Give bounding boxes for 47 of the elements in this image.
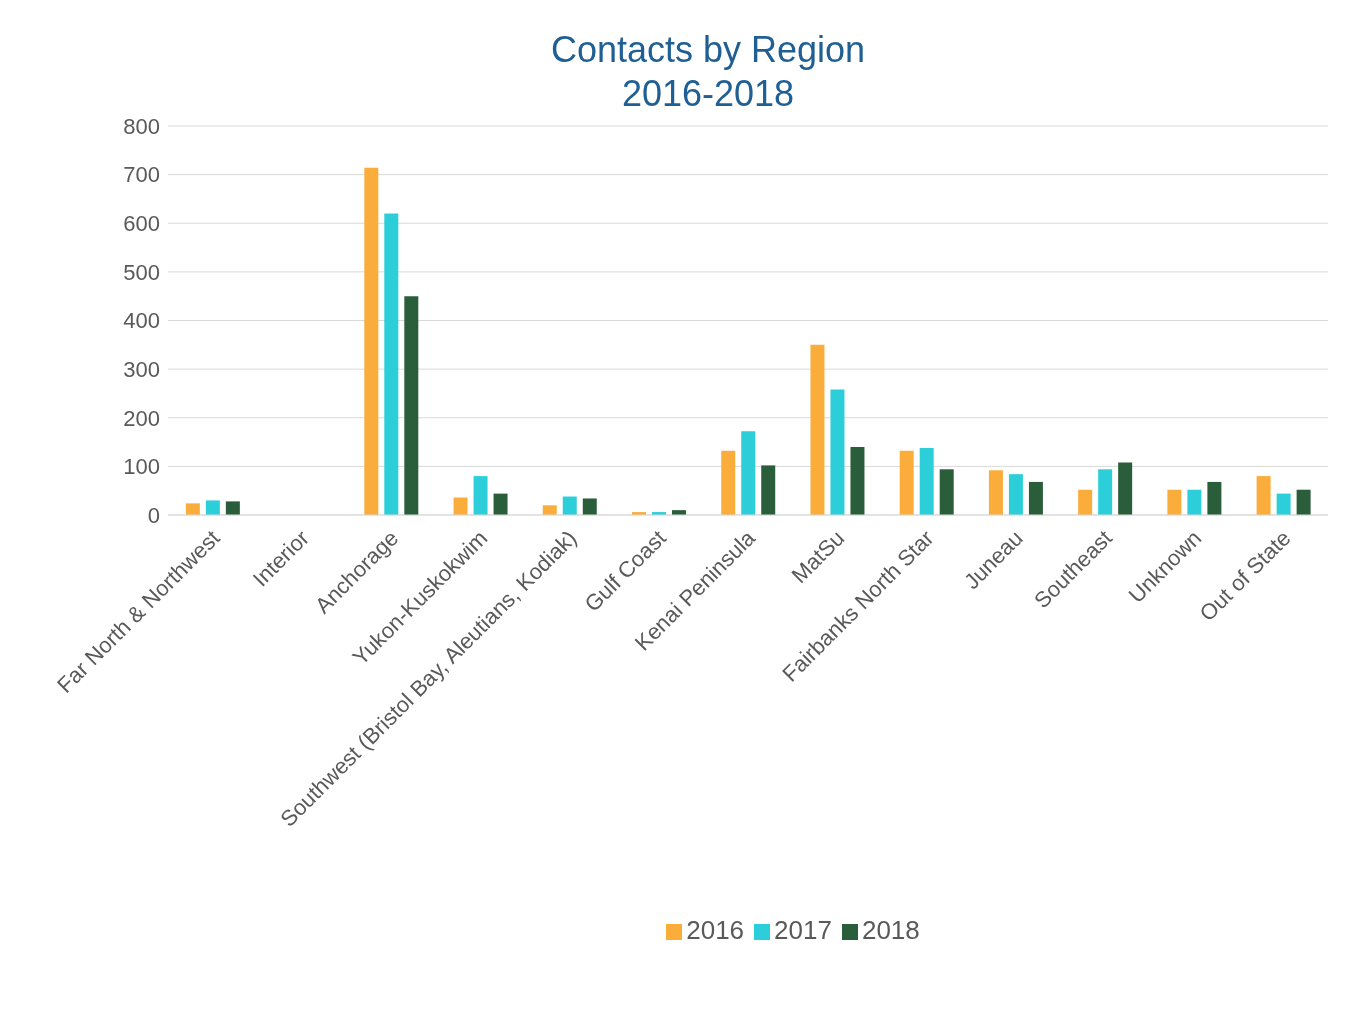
- bar: [1296, 489, 1311, 515]
- bar: [493, 493, 508, 515]
- y-tick-label: 200: [123, 405, 160, 431]
- y-tick-label: 400: [123, 308, 160, 334]
- bar: [1207, 481, 1222, 515]
- bar: [473, 476, 488, 515]
- bar: [582, 498, 597, 515]
- bar: [741, 431, 756, 515]
- bar: [1028, 481, 1043, 515]
- bar: [850, 446, 865, 515]
- bar: [185, 503, 200, 515]
- y-tick-label: 0: [147, 502, 160, 528]
- bar: [205, 500, 220, 515]
- bar: [1276, 493, 1291, 515]
- bar: [562, 496, 577, 515]
- legend-label: 2016: [686, 915, 745, 945]
- bar: [364, 167, 379, 515]
- bar: [404, 296, 419, 515]
- bar: [939, 469, 954, 515]
- legend-label: 2018: [861, 915, 920, 945]
- bar: [1167, 489, 1182, 515]
- legend-label: 2017: [774, 915, 832, 945]
- bar: [1118, 462, 1133, 515]
- bar: [830, 389, 845, 515]
- y-tick-label: 700: [123, 162, 160, 188]
- bar: [721, 450, 736, 515]
- bar: [988, 470, 1003, 515]
- bar: [1256, 476, 1271, 515]
- bar: [1078, 489, 1093, 515]
- y-tick-label: 300: [123, 356, 160, 382]
- bar: [1187, 489, 1202, 515]
- bar: [899, 450, 914, 515]
- chart-title: Contacts by Region: [549, 28, 867, 72]
- y-tick-label: 100: [123, 454, 160, 480]
- bar: [542, 505, 557, 515]
- bar: [919, 447, 934, 515]
- y-tick-label: 600: [123, 211, 160, 237]
- bar: [1098, 469, 1113, 515]
- y-tick-label: 800: [123, 113, 160, 139]
- chart-subtitle: 2016-2018: [621, 73, 795, 114]
- bar: [761, 465, 776, 515]
- bar: [225, 501, 240, 515]
- y-tick-label: 500: [123, 259, 160, 285]
- bar: [1008, 474, 1023, 515]
- bar: [810, 344, 825, 515]
- bar: [384, 213, 399, 515]
- bar: [453, 497, 468, 515]
